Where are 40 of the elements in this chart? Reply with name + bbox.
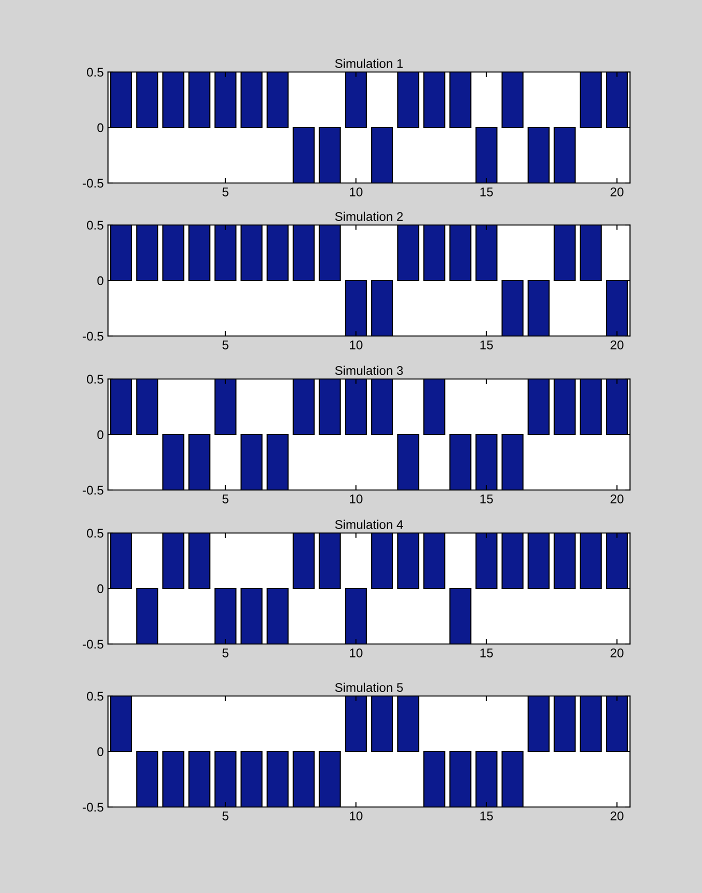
chart-title: Simulation 2 [335, 212, 403, 221]
y-tick-label: -0.5 [82, 640, 104, 649]
x-tick-label: 15 [480, 340, 493, 350]
chart-title: Simulation 4 [335, 520, 404, 529]
x-tick-label: 10 [350, 187, 362, 196]
y-tick-label: -0.5 [82, 332, 104, 341]
x-tick-label: 20 [610, 494, 624, 504]
x-tick-label: 15 [480, 188, 493, 196]
x-tick-label: 10 [350, 340, 362, 350]
chart-title: Simulation 3 [335, 366, 403, 375]
y-tick-label: 0 [97, 430, 104, 440]
x-tick-label: 20 [610, 811, 624, 820]
x-tick-label: 5 [222, 494, 228, 504]
x-tick-label: 5 [222, 648, 228, 658]
x-tick-label: 10 [350, 494, 362, 504]
y-tick-label: 0 [97, 747, 104, 756]
chart-title: Simulation 1 [335, 58, 403, 68]
y-tick-label: 0.5 [86, 692, 104, 701]
x-tick-label: 20 [610, 648, 624, 658]
y-tick-label: 0.5 [86, 528, 104, 538]
y-tick-label: 0.5 [86, 220, 104, 230]
y-tick-label: -0.5 [82, 486, 104, 495]
y-tick-label: 0.5 [86, 68, 104, 77]
x-tick-label: 5 [222, 812, 228, 820]
x-tick-label: 5 [222, 340, 228, 350]
y-tick-label: -0.5 [82, 178, 104, 188]
x-tick-label: 15 [480, 494, 493, 504]
x-tick-label: 10 [350, 811, 362, 820]
y-tick-label: 0 [97, 584, 104, 594]
x-tick-label: 15 [480, 648, 493, 658]
y-tick-label: 0 [97, 276, 104, 286]
y-tick-label: -0.5 [82, 802, 104, 812]
y-tick-label: 0 [97, 123, 104, 132]
x-tick-label: 20 [610, 187, 624, 196]
x-tick-label: 20 [610, 340, 624, 350]
y-tick-label: 0.5 [86, 374, 104, 384]
x-tick-label: 10 [350, 648, 362, 658]
x-tick-label: 5 [222, 188, 228, 196]
chart-title: Simulation 5 [335, 682, 403, 692]
x-tick-label: 15 [480, 812, 493, 820]
